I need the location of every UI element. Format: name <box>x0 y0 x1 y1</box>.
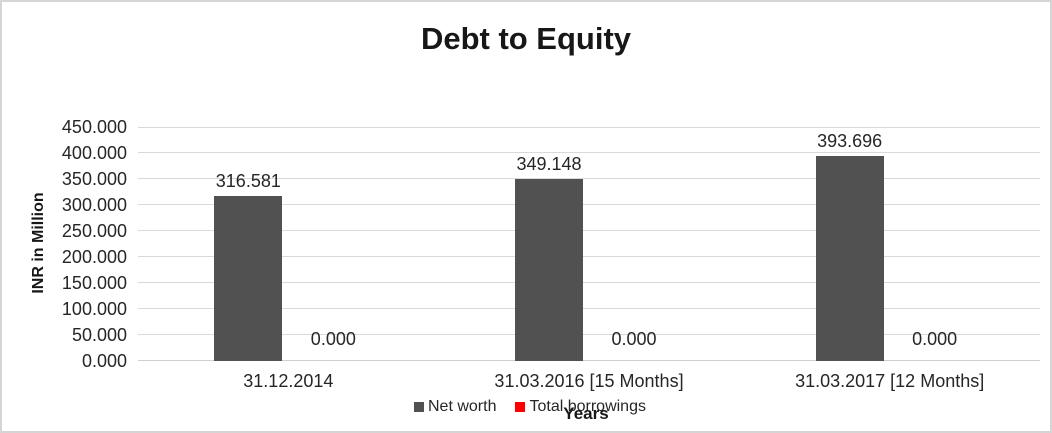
x-axis-title: Years <box>563 404 609 423</box>
gridline <box>138 308 1040 309</box>
y-tick-label: 400.000 <box>61 143 127 163</box>
x-tick-label: 31.03.2017 [12 Months] <box>795 371 985 391</box>
x-axis-line <box>138 360 1040 361</box>
legend-label-net-worth: Net worth <box>428 398 497 415</box>
gridline <box>138 127 1040 128</box>
gridline <box>138 256 1040 257</box>
bar-net-worth <box>214 196 283 361</box>
legend-label-total-borrowings: Total borrowings <box>529 398 646 415</box>
bar-net-worth <box>815 156 884 361</box>
data-label: 393.696 <box>817 131 883 152</box>
y-tick-label: 350.000 <box>61 169 127 189</box>
data-label: 0.000 <box>611 329 657 349</box>
y-tick-label: 100.000 <box>61 299 127 319</box>
total-borrowings-swatch-icon <box>515 402 526 412</box>
data-label: 0.000 <box>912 329 958 349</box>
y-tick-label: 0.000 <box>81 351 127 371</box>
x-tick-label: 31.03.2016 [15 Months] <box>494 371 684 391</box>
y-tick-label: 300.000 <box>61 195 127 215</box>
chart-title: Debt to Equity <box>420 21 632 56</box>
y-tick-label: 250.000 <box>61 221 127 241</box>
legend-item-net-worth: Net worth <box>414 398 496 416</box>
y-tick-label: 200.000 <box>61 247 127 267</box>
gridline <box>138 230 1040 231</box>
gridline <box>138 282 1040 283</box>
bar-net-worth <box>515 179 583 361</box>
legend-item-total-borrowings: Total borrowings <box>515 398 646 416</box>
gridline <box>138 152 1040 153</box>
data-label: 349.148 <box>516 154 582 175</box>
data-label: 316.581 <box>215 171 281 192</box>
gridline <box>138 178 1040 179</box>
gridline <box>138 334 1040 335</box>
x-tick-label: 31.12.2014 <box>243 371 334 391</box>
gridline <box>138 204 1040 205</box>
legend: Net worth Total borrowings <box>414 398 646 416</box>
y-tick-label: 450.000 <box>61 117 127 137</box>
plot-area: 316.581 0.000 349.148 0.000 393.696 0.000 <box>138 127 1040 361</box>
y-tick-label: 50.000 <box>71 325 127 345</box>
data-label: 0.000 <box>310 329 356 349</box>
net-worth-swatch-icon <box>414 402 424 412</box>
y-tick-label: 150.000 <box>61 273 127 293</box>
